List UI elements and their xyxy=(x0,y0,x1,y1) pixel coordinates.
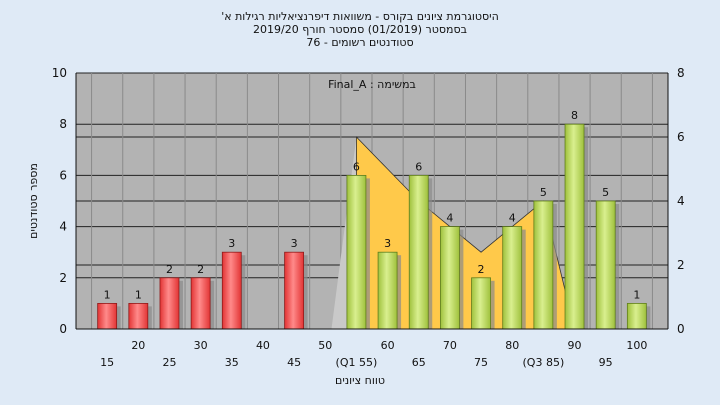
x-tick-label-upper: 70 xyxy=(443,339,457,352)
x-tick-label-upper: 100 xyxy=(626,339,647,352)
bar-80[interactable] xyxy=(502,226,523,330)
x-tick-label-lower: (Q1 55) xyxy=(336,356,378,369)
x-tick-label-lower: 25 xyxy=(162,356,176,369)
bar-value-label: 4 xyxy=(446,212,453,225)
bar-value-label: 1 xyxy=(104,288,111,301)
y-tick-label: 10 xyxy=(52,66,67,80)
bar-75[interactable] xyxy=(471,277,491,330)
y-tick-label: 4 xyxy=(59,220,67,234)
bar-30[interactable] xyxy=(190,277,211,330)
chart-subtitle-students: סטודנטים רשומים - 76 xyxy=(306,36,414,49)
x-tick-label-lower: 65 xyxy=(412,356,426,369)
bar-value-label: 5 xyxy=(602,186,609,199)
bar-70[interactable] xyxy=(439,226,460,330)
bar-value-labels: 1 1 2 2 3 3 6 3 6 4 2 4 5 8 5 1 xyxy=(104,109,641,301)
y-tick-label: 8 xyxy=(59,117,67,131)
bar-value-label: 2 xyxy=(166,263,173,276)
bar-85[interactable] xyxy=(533,200,554,330)
bar-value-label: 3 xyxy=(291,237,298,250)
x-tick-label-lower: 35 xyxy=(225,356,239,369)
x-tick-label-lower: 15 xyxy=(100,356,114,369)
bar-65[interactable] xyxy=(408,174,429,330)
bars-layer xyxy=(97,123,651,330)
bar-value-label: 6 xyxy=(415,160,422,173)
x-tick-label-lower: 45 xyxy=(287,356,301,369)
bar-value-label: 1 xyxy=(135,288,142,301)
y-tick-label: 6 xyxy=(59,168,67,182)
bar-35[interactable] xyxy=(221,251,242,330)
chart-title: היסטוגרמת ציונים בקורס - משוואות דיפרנצי… xyxy=(221,10,499,23)
chart-annotation: במשימה : Final_A xyxy=(328,78,416,91)
bar-value-label: 2 xyxy=(197,263,204,276)
y2-tick-label: 6 xyxy=(677,130,685,144)
bar-value-label: 6 xyxy=(353,160,360,173)
bar-15[interactable] xyxy=(97,302,118,330)
y2-tick-label: 2 xyxy=(677,258,685,272)
y2-tick-label: 8 xyxy=(677,66,685,80)
y-tick-label: 2 xyxy=(59,271,67,285)
x-tick-label-lower: (Q3 85) xyxy=(523,356,565,369)
y-axis-label: מספר סטודנטים xyxy=(27,163,40,239)
bar-95[interactable] xyxy=(595,200,616,330)
x-tick-label-upper: 80 xyxy=(505,339,519,352)
bar-value-label: 8 xyxy=(571,109,578,122)
x-tick-label-lower: 95 xyxy=(599,356,613,369)
x-tick-label-upper: 20 xyxy=(131,339,145,352)
chart-subtitle-semester: בסמסטר (01/2019) סמסטר חורף 2019/20 xyxy=(253,23,467,36)
bar-90[interactable] xyxy=(564,123,585,330)
bar-100[interactable] xyxy=(626,302,647,330)
bar-value-label: 2 xyxy=(478,263,485,276)
x-tick-label-upper: 30 xyxy=(194,339,208,352)
y2-tick-label: 4 xyxy=(677,194,685,208)
y2-tick-label: 0 xyxy=(677,322,685,336)
y-tick-label: 0 xyxy=(59,322,67,336)
x-tick-label-upper: 50 xyxy=(318,339,332,352)
x-tick-label-upper: 40 xyxy=(256,339,270,352)
x-tick-label-upper: 60 xyxy=(381,339,395,352)
x-axis-label: טווח ציונים xyxy=(335,374,385,387)
x-tick-label-upper: 90 xyxy=(568,339,582,352)
bar-60[interactable] xyxy=(377,251,398,330)
bar-value-label: 4 xyxy=(509,212,516,225)
bar-20[interactable] xyxy=(128,302,149,330)
bar-value-label: 1 xyxy=(633,288,640,301)
x-tick-label-lower: 75 xyxy=(474,356,488,369)
bar-value-label: 3 xyxy=(384,237,391,250)
bar-55[interactable] xyxy=(346,174,367,330)
bar-45[interactable] xyxy=(284,251,305,330)
bar-value-label: 5 xyxy=(540,186,547,199)
bar-25[interactable] xyxy=(159,277,180,330)
bar-value-label: 3 xyxy=(228,237,235,250)
